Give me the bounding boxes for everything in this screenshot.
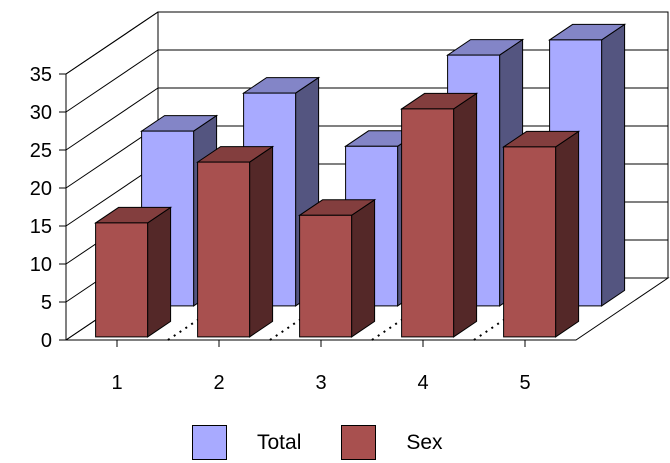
legend-label-total: Total	[257, 430, 302, 454]
bar-side-total-5	[601, 23, 626, 307]
bar-sex-5	[503, 146, 557, 338]
bar-sex-3	[299, 214, 353, 338]
y-tick-label: 0	[41, 330, 52, 352]
legend: Total Sex	[192, 425, 483, 460]
bar-side-sex-5	[555, 130, 580, 338]
legend-swatch-total	[192, 425, 227, 460]
x-tick-label: 1	[111, 372, 122, 394]
x-tick-label: 5	[519, 372, 530, 394]
x-tick-label: 2	[213, 372, 224, 394]
legend-item-sex: Sex	[341, 425, 443, 460]
y-tick-label: 30	[30, 102, 52, 124]
bar-sex-2	[197, 161, 251, 338]
y-tick-label: 15	[30, 216, 52, 238]
x-tick-label: 4	[417, 372, 428, 394]
bar-side-sex-2	[249, 145, 274, 338]
x-tick-label: 3	[315, 372, 326, 394]
y-tick-label: 20	[30, 178, 52, 200]
bar-sex-4	[401, 108, 455, 338]
y-tick-label: 10	[30, 254, 52, 276]
gridline-7	[65, 11, 668, 75]
bar-side-sex-4	[453, 92, 478, 338]
legend-label-sex: Sex	[406, 430, 443, 454]
y-tick-label: 5	[41, 292, 52, 314]
legend-item-total: Total	[192, 425, 301, 460]
y-tick-label: 25	[30, 140, 52, 162]
bar-sex-1	[95, 222, 149, 338]
bar-side-sex-3	[351, 198, 376, 338]
bar-side-sex-1	[147, 206, 172, 338]
legend-swatch-sex	[341, 425, 377, 460]
y-tick-label: 35	[30, 64, 52, 86]
